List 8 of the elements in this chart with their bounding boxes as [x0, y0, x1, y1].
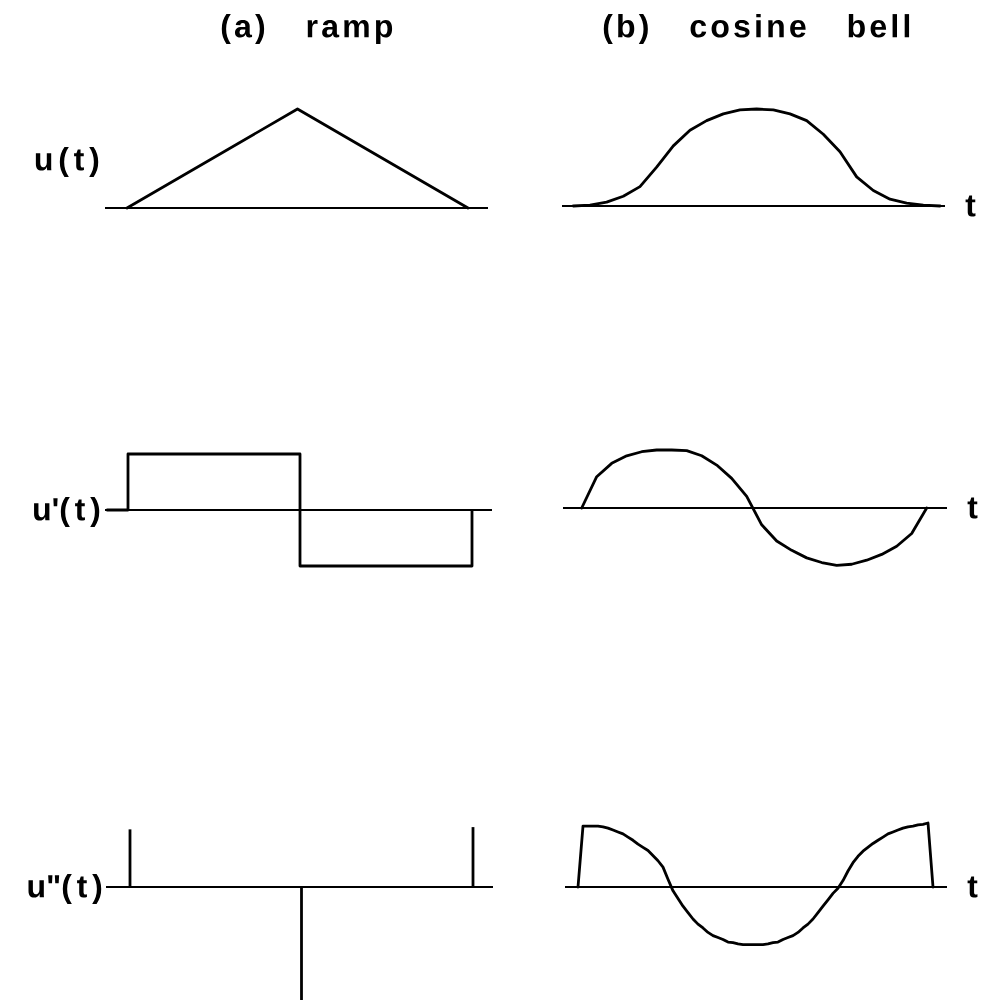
- chart-title: (a) ramp: [221, 14, 393, 44]
- y-axis-title: u'(t): [34, 497, 100, 527]
- y-axis-title: u"(t): [28, 874, 102, 904]
- chart-title: (b) cosine bell: [603, 14, 910, 44]
- x-axis-title: t: [965, 195, 976, 217]
- y-axis-title: u(t): [35, 147, 99, 177]
- x-axis-title: t: [967, 876, 978, 898]
- x-axis-title: t: [967, 497, 978, 519]
